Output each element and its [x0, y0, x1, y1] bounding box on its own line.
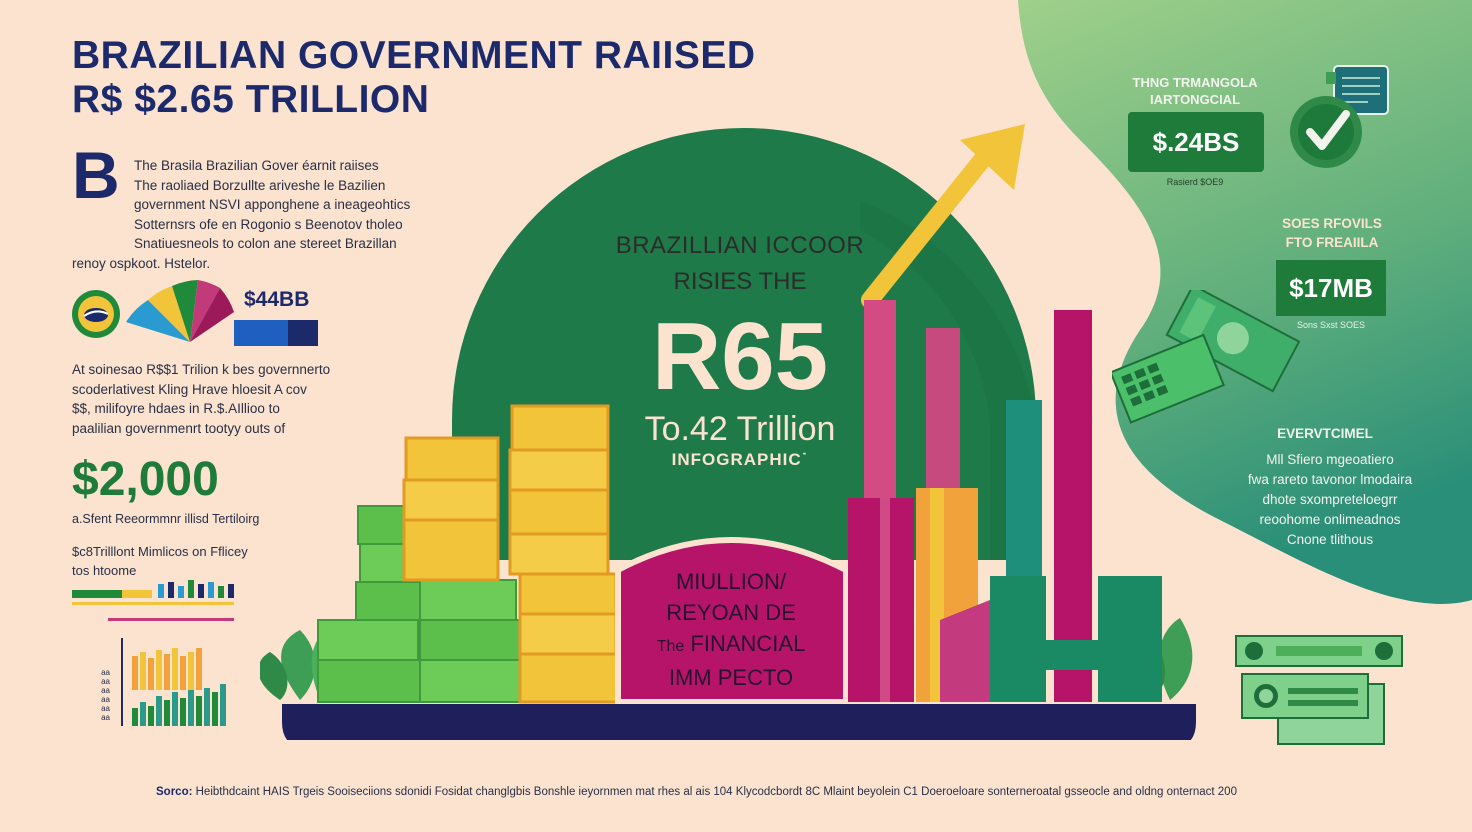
- pie-bar-blue: [234, 320, 288, 346]
- heading-line: FTO FREAIILA: [1285, 235, 1379, 250]
- para-line: reoohome onlimeadnos: [1259, 512, 1401, 527]
- intro-line: government NSVI apponghene a ineageohtic…: [134, 197, 411, 212]
- pie-slices: [126, 280, 234, 342]
- caption-line: $c8Trilllont Mimlicos on Fflicey: [72, 544, 248, 559]
- intro-line: Sotternsrs ofe en Rogonio s Beenotov tho…: [134, 216, 403, 232]
- center-big-figure: R65: [651, 303, 829, 410]
- intro-line: The raoliaed Borzullte ariveshe le Bazil…: [134, 177, 386, 193]
- caption: a.Sfent Reeormmnr illisd Tertiloirg: [72, 512, 260, 526]
- center-heading-line2: RISIES THE: [673, 268, 807, 295]
- mini-bars-graphic: [72, 580, 234, 726]
- right-mid-amount: $17MB: [1276, 260, 1386, 316]
- intro-line: renoy ospkoot. Hstelor.: [72, 255, 211, 271]
- gold-stacks: [402, 404, 620, 704]
- source-text: Heibthdcaint HAIS Trgeis Sooiseciions sd…: [195, 786, 1237, 798]
- right-bottom-paragraph: Mll Sfiero mgeoatiero fwa rareto tavonor…: [1210, 450, 1450, 550]
- magenta-line: IMM PECTO: [668, 665, 794, 690]
- right-top-caption: Rasierd $OE9: [1166, 177, 1224, 187]
- source-label: Sorco:: [156, 786, 193, 798]
- tick-label: aa: [101, 686, 110, 695]
- center-subfigure: To.42 Trillion: [644, 410, 836, 448]
- right-top-amount: $.24BS: [1128, 112, 1264, 172]
- dollar-bills-icon: [1235, 635, 1403, 745]
- title-line-1: BRAZILIAN GOVERNMENT RAIISED: [72, 34, 756, 77]
- right-bottom-heading: EVERVTCIMEL: [1277, 426, 1373, 441]
- magenta-big: FINANCIAL: [690, 631, 806, 656]
- para-line: paalilian governmenrt tootyy outs of: [72, 420, 286, 436]
- heading-line: SOES RFOVILS: [1282, 216, 1382, 231]
- magenta-line: The FINANCIAL: [620, 628, 842, 662]
- growth-arrow-icon: [861, 124, 1025, 309]
- center-infographic-label: INFOGRAPHIC˙: [671, 450, 809, 469]
- para-line: dhote sxompreteloegrr: [1262, 492, 1398, 507]
- magenta-line: MIULLION/: [675, 569, 787, 594]
- intro-line: Snatiuesneols to colon ane stereet Brazi…: [134, 236, 397, 251]
- intro-line: The Brasila Brazilian Gover éarnit raiis…: [134, 158, 379, 173]
- tick-label: aa: [101, 713, 110, 722]
- para-line: At soinesao R$$1 Trilion k bes governner…: [72, 362, 331, 377]
- center-heading-line1: BRAZILLIAN ICCOOR: [615, 232, 865, 259]
- heading-line: THNG TRMANGOLA: [1132, 75, 1258, 90]
- central-illustration: [260, 124, 1196, 740]
- yellow-bars: [132, 648, 202, 690]
- title-line-2: R$ $2.65 TRILLION: [72, 78, 430, 121]
- caption-line: tos htoome: [72, 563, 137, 578]
- caption: $c8Trilllont Mimlicos on Fflicey tos hto…: [72, 542, 248, 580]
- base-platform: [282, 704, 1196, 740]
- green-bars: [132, 684, 226, 726]
- para-line: scoderlativest Kling Hrave hloesit A cov: [72, 381, 307, 397]
- right-mid-caption: Sons Sxst SOES: [1296, 320, 1366, 330]
- right-mid-heading: SOES RFOVILS FTO FREAIILA: [1252, 214, 1412, 252]
- heading-line: IARTONGCIAL: [1149, 92, 1241, 107]
- body-paragraph: At soinesao R$$1 Trilion k bes governner…: [72, 360, 432, 438]
- banknotes-icon: [1112, 290, 1301, 424]
- stripe-bars: [72, 580, 234, 621]
- brazil-flag-icon: [72, 290, 120, 338]
- magenta-small: The: [656, 638, 685, 655]
- tick-label: aa: [101, 677, 110, 686]
- bar-towers: [848, 300, 1162, 702]
- drop-cap: B: [72, 138, 120, 212]
- tick-label: aa: [101, 695, 110, 704]
- tick-label: aa: [101, 704, 110, 713]
- page-title: BRAZILIAN GOVERNMENT RAIISED R$ $2.65 TR…: [72, 34, 756, 122]
- magenta-arch: [615, 537, 849, 705]
- right-top-heading: THNG TRMANGOLA IARTONGCIAL: [1100, 74, 1290, 108]
- tick-label: aa: [101, 668, 110, 677]
- magenta-line: REYOAN DE: [666, 600, 796, 625]
- pie-graphic: [72, 280, 318, 346]
- check-badge-icon: [1290, 65, 1389, 168]
- mini-chart-ticks: aa aa aa aa aa aa: [72, 668, 110, 722]
- intro-paragraph: The Brasila Brazilian Gover éarnit raiis…: [72, 156, 492, 273]
- pie-label: $44BB: [244, 288, 310, 311]
- para-line: fwa rareto tavonor lmodaira: [1247, 472, 1413, 487]
- big-amount: $2,000: [72, 453, 219, 506]
- source-footnote: Sorco: Heibthdcaint HAIS Trgeis Sooiseci…: [156, 786, 1237, 798]
- pie-bar-navy: [288, 320, 318, 346]
- para-line: Cnone tlithous: [1286, 532, 1374, 547]
- para-line: Mll Sfiero mgeoatiero: [1266, 452, 1394, 467]
- para-line: $$, milifoyre hdaes in R.$.AIllioo to: [72, 401, 280, 416]
- magenta-block-text: MIULLION/ REYOAN DE The FINANCIAL IMM PE…: [620, 566, 842, 693]
